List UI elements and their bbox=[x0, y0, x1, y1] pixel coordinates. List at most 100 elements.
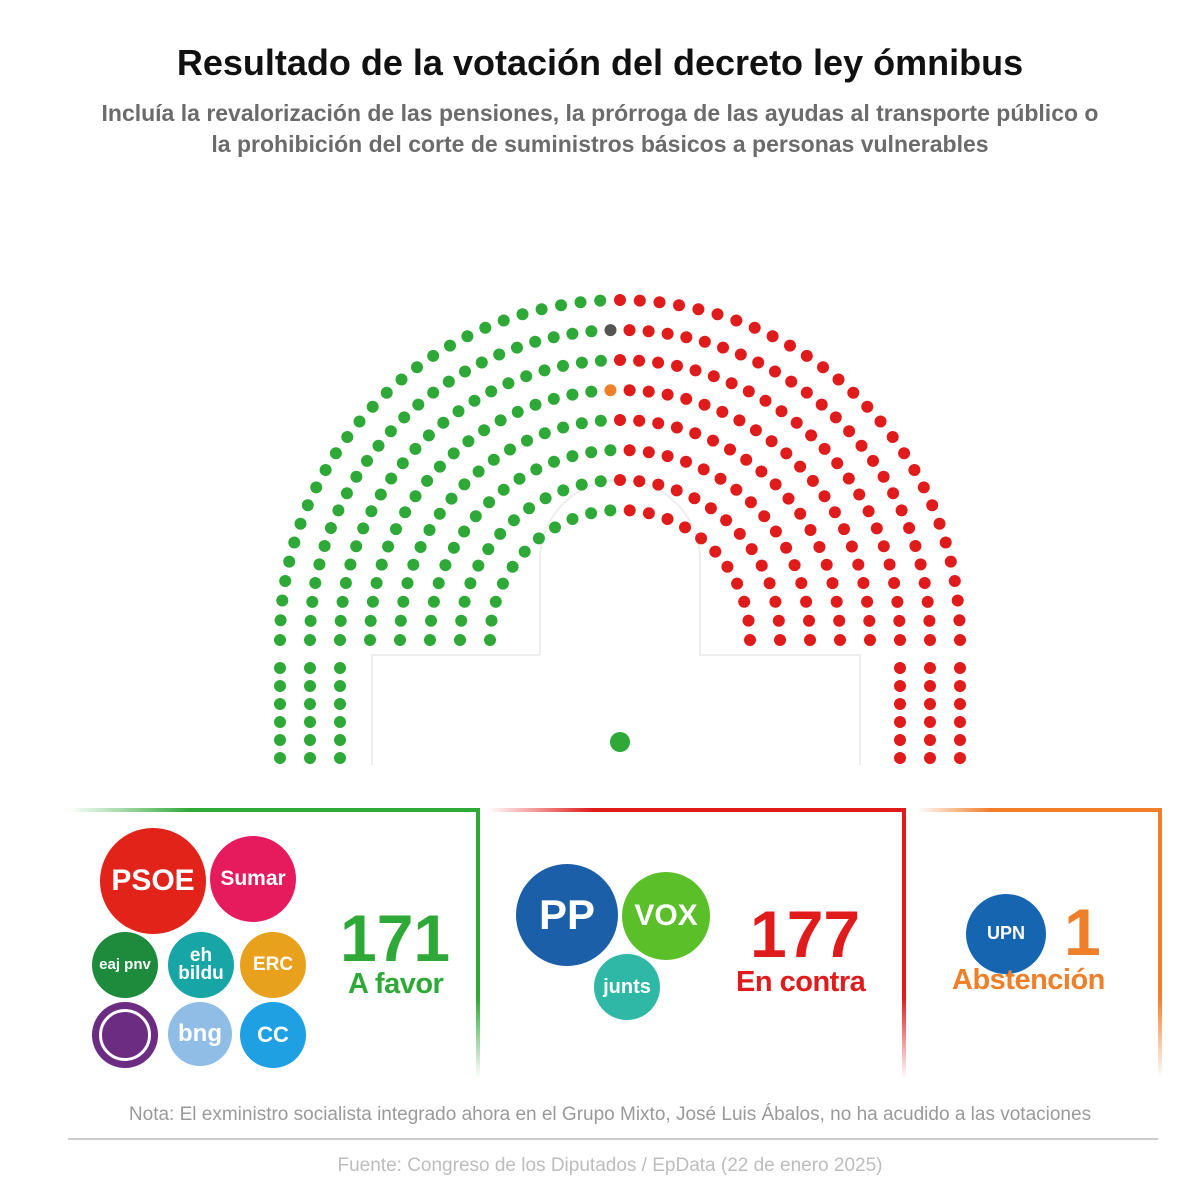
seat-en-contra bbox=[894, 698, 906, 710]
seat-a-favor bbox=[442, 375, 455, 388]
seat-en-contra bbox=[720, 514, 733, 527]
seat-a-favor bbox=[482, 543, 495, 556]
seat-a-favor bbox=[394, 614, 407, 627]
seat-a-favor bbox=[504, 443, 516, 456]
seat-a-favor bbox=[468, 394, 481, 407]
seat-a-favor bbox=[304, 734, 316, 746]
seat-a-favor bbox=[547, 331, 560, 344]
seat-a-favor bbox=[364, 634, 376, 646]
seat-a-favor bbox=[384, 425, 397, 438]
seat-a-favor bbox=[604, 444, 617, 457]
seat-a-favor bbox=[423, 524, 436, 536]
seat-en-contra bbox=[642, 446, 655, 459]
seat-a-favor bbox=[329, 447, 342, 460]
seat-en-contra bbox=[909, 540, 922, 552]
seat-a-favor bbox=[334, 662, 346, 674]
seat-en-contra bbox=[924, 698, 936, 710]
seat-en-contra bbox=[898, 447, 911, 460]
panel-contra: PP VOX junts 177 En contra bbox=[488, 808, 906, 1078]
erc-logo: ERC bbox=[240, 932, 306, 998]
seat-a-favor bbox=[461, 330, 474, 343]
seat-a-favor bbox=[382, 540, 395, 553]
seat-en-contra bbox=[730, 314, 743, 327]
junts-logo: junts bbox=[594, 954, 660, 1020]
seat-en-contra bbox=[830, 595, 843, 608]
seat-en-contra bbox=[948, 575, 961, 587]
seat-a-favor bbox=[370, 577, 383, 589]
seat-a-favor bbox=[357, 522, 370, 535]
seat-en-contra bbox=[933, 517, 946, 530]
seat-en-contra bbox=[614, 294, 626, 306]
seat-en-contra bbox=[832, 373, 845, 386]
seat-a-favor bbox=[575, 417, 588, 430]
seat-en-contra bbox=[769, 595, 782, 608]
seat-a-favor bbox=[487, 453, 500, 466]
seat-en-contra bbox=[731, 577, 744, 590]
seat-en-contra bbox=[826, 577, 839, 590]
seat-en-contra bbox=[784, 339, 796, 352]
seat-a-favor bbox=[575, 478, 588, 491]
seat-en-contra bbox=[862, 505, 875, 518]
seat-a-favor bbox=[433, 507, 446, 520]
seat-a-favor bbox=[366, 400, 379, 413]
seat-en-contra bbox=[828, 506, 841, 519]
seat-en-contra bbox=[924, 734, 936, 746]
seat-en-contra bbox=[834, 634, 846, 646]
seat-a-favor bbox=[394, 634, 406, 646]
seat-en-contra bbox=[769, 365, 781, 378]
seat-a-favor bbox=[521, 434, 533, 447]
seat-en-contra bbox=[623, 444, 636, 457]
seat-a-favor bbox=[445, 492, 458, 505]
seat-en-contra bbox=[745, 543, 758, 556]
seat-a-favor bbox=[411, 361, 423, 374]
seat-en-contra bbox=[749, 424, 762, 437]
seat-a-favor bbox=[547, 392, 560, 405]
pp-logo: PP bbox=[516, 864, 618, 966]
subtitle: Incluía la revalorización de las pension… bbox=[101, 100, 1099, 157]
seat-en-contra bbox=[633, 414, 646, 427]
seat-en-contra bbox=[813, 541, 826, 553]
seat-a-favor bbox=[548, 455, 560, 468]
seat-a-favor bbox=[421, 474, 434, 487]
seat-a-favor bbox=[497, 483, 510, 496]
seat-a-favor bbox=[483, 496, 496, 509]
contra-count: 177 bbox=[750, 897, 861, 971]
seat-a-favor bbox=[455, 614, 468, 627]
seat-a-favor bbox=[432, 577, 445, 590]
seat-en-contra bbox=[855, 439, 868, 452]
seat-a-favor bbox=[334, 634, 346, 646]
seat-a-favor bbox=[409, 490, 422, 503]
seat-en-contra bbox=[633, 475, 646, 488]
seat-a-favor bbox=[427, 595, 440, 608]
seat-en-contra bbox=[755, 559, 768, 572]
seat-a-favor bbox=[472, 465, 485, 478]
seat-a-favor bbox=[361, 454, 373, 467]
seat-a-favor bbox=[458, 595, 471, 608]
seat-a-favor bbox=[585, 385, 598, 398]
seat-en-contra bbox=[867, 454, 879, 467]
seat-a-favor bbox=[575, 356, 588, 369]
seat-a-favor bbox=[425, 614, 437, 627]
seat-en-contra bbox=[800, 386, 813, 399]
seat-a-favor bbox=[427, 386, 440, 399]
seat-en-contra bbox=[785, 375, 798, 388]
seat-a-favor bbox=[433, 460, 446, 473]
seat-en-contra bbox=[887, 487, 900, 500]
seat-a-favor bbox=[497, 314, 510, 327]
sumar-logo: Sumar bbox=[210, 836, 296, 922]
seat-en-contra bbox=[734, 348, 747, 361]
seat-a-favor bbox=[585, 325, 598, 338]
seat-en-contra bbox=[738, 595, 751, 608]
seat-en-contra bbox=[623, 324, 636, 337]
seat-en-contra bbox=[670, 484, 683, 497]
seat-a-favor bbox=[399, 506, 412, 519]
seat-en-contra bbox=[924, 662, 936, 674]
seat-en-contra bbox=[782, 492, 795, 505]
seat-en-contra bbox=[780, 541, 793, 554]
seat-en-contra bbox=[908, 464, 921, 476]
seat-en-contra bbox=[653, 296, 666, 309]
seat-a-favor bbox=[462, 435, 475, 448]
seat-a-favor bbox=[318, 540, 331, 552]
seat-abstención bbox=[604, 384, 617, 397]
favor-label: A favor bbox=[348, 968, 444, 1000]
